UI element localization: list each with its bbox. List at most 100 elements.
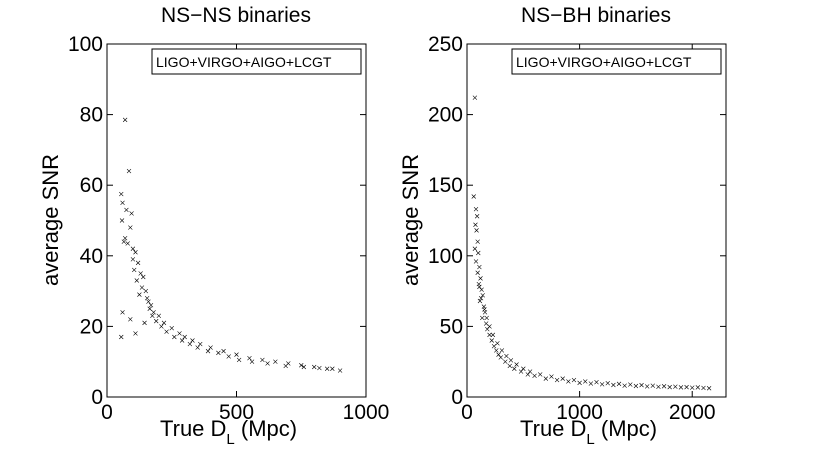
x-tick-label: 2000	[669, 401, 716, 424]
x-tick-label: 1000	[343, 401, 390, 424]
y-tick-label: 100	[68, 33, 103, 56]
data-point	[156, 313, 162, 319]
data-point	[474, 228, 479, 233]
data-point	[480, 293, 485, 298]
y-tick-label: 100	[428, 245, 463, 268]
y-tick-label: 0	[91, 386, 103, 409]
data-point	[605, 380, 610, 386]
data-point	[690, 385, 695, 390]
data-point	[337, 368, 343, 373]
data-point	[482, 310, 488, 315]
data-point	[122, 117, 128, 123]
scatter-points	[119, 117, 343, 373]
data-point	[490, 332, 496, 338]
data-point	[706, 386, 712, 391]
data-point	[650, 383, 656, 388]
data-point	[495, 341, 500, 346]
data-point	[128, 225, 133, 230]
data-point	[537, 372, 543, 377]
data-point	[216, 350, 221, 356]
data-point	[330, 366, 335, 371]
x-axis-label-unit: (Mpc)	[235, 416, 297, 441]
data-point	[633, 383, 639, 389]
data-point	[518, 369, 524, 374]
data-point	[532, 373, 537, 379]
data-point	[226, 354, 231, 359]
data-point	[273, 359, 278, 364]
data-point	[560, 376, 565, 381]
data-point	[473, 259, 479, 264]
data-point	[120, 200, 125, 206]
data-point	[150, 313, 155, 319]
data-point	[571, 377, 577, 383]
x-ticks: 0 1000 2000	[461, 44, 716, 424]
y-tick-label: 250	[428, 33, 463, 56]
y-ticks: 0 20 40 60 80 100	[68, 33, 366, 409]
plot-frame	[466, 43, 727, 398]
data-point	[684, 384, 689, 390]
data-point	[301, 364, 307, 370]
data-point	[588, 381, 594, 386]
data-point	[477, 264, 482, 270]
data-point	[139, 285, 145, 290]
data-point	[508, 358, 514, 363]
x-tick-label: 0	[101, 401, 113, 424]
data-point	[260, 357, 265, 363]
data-point	[507, 363, 513, 369]
data-point	[159, 324, 164, 329]
data-point	[161, 320, 167, 326]
data-point	[124, 207, 129, 213]
data-point	[299, 363, 304, 368]
data-point	[503, 359, 508, 364]
data-point	[122, 235, 128, 241]
data-point	[135, 260, 141, 266]
data-point	[483, 321, 489, 326]
x-axis-label: True DL (Mpc)	[160, 416, 297, 448]
data-point	[164, 329, 169, 334]
scatter-points	[471, 95, 712, 391]
legend-box	[151, 48, 362, 75]
y-tick-label: 60	[80, 174, 103, 197]
data-point	[153, 318, 159, 324]
legend: LIGO+VIRGO+AIGO+LCGT	[511, 48, 722, 75]
data-point	[148, 303, 154, 308]
y-tick-label: 50	[440, 315, 463, 338]
chart-ns-bh: NS−BH binaries 0 50 100 150 200 250 0 1000 2000…	[398, 4, 727, 448]
data-point	[138, 271, 143, 276]
data-point	[628, 382, 633, 387]
data-point	[205, 348, 211, 354]
data-point	[120, 310, 125, 315]
data-point	[622, 383, 627, 388]
data-point	[476, 250, 481, 256]
data-point	[494, 348, 499, 353]
data-point	[143, 288, 149, 294]
data-point	[475, 270, 480, 275]
data-point	[134, 278, 139, 283]
y-tick-label: 0	[451, 386, 463, 409]
data-point	[129, 211, 134, 216]
data-point	[611, 382, 616, 388]
data-point	[701, 385, 706, 391]
data-point	[311, 364, 317, 370]
legend-box	[511, 48, 722, 75]
data-point	[475, 239, 480, 244]
data-point	[172, 334, 177, 340]
data-point	[125, 241, 130, 246]
data-point	[498, 355, 503, 360]
data-point	[656, 384, 661, 390]
data-point	[487, 332, 492, 338]
data-point	[476, 281, 482, 287]
chart-title: NS−NS binaries	[161, 4, 311, 27]
data-point	[477, 284, 482, 290]
data-point	[141, 274, 146, 280]
x-ticks: 0 500 1000	[101, 44, 389, 424]
data-point	[198, 341, 203, 347]
data-point	[678, 385, 684, 390]
data-point	[554, 377, 560, 383]
data-point	[487, 324, 492, 329]
data-point	[147, 306, 152, 311]
data-point	[504, 353, 509, 359]
data-point	[478, 276, 483, 281]
data-point	[221, 348, 226, 354]
y-tick-label: 40	[80, 245, 103, 268]
